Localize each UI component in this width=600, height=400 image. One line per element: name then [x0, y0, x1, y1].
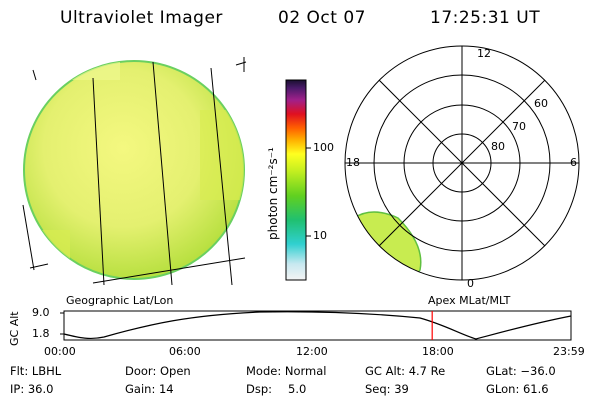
colorbar-tick-10: 10: [313, 229, 327, 242]
geographic-label: Geographic Lat/Lon: [66, 294, 174, 307]
x-tick-1200: 12:00: [296, 345, 328, 358]
lat-lon-grid: [22, 57, 247, 286]
x-tick-0000: 00:00: [44, 345, 76, 358]
apex-label: Apex MLat/MLT: [428, 294, 511, 307]
altitude-curve: [63, 311, 572, 340]
altitude-ylabel: GC Alt: [8, 311, 21, 346]
mlt-label-18: 18: [346, 156, 360, 169]
gain-info: Gain: 14: [125, 382, 174, 396]
colorbar: [285, 79, 311, 281]
colorbar-tick-100: 100: [313, 141, 334, 154]
instrument-title: Ultraviolet Imager: [60, 8, 223, 28]
mlt-label-6: 6: [570, 156, 577, 169]
polar-aurora-image: [353, 211, 422, 280]
altitude-ytick-9: 9.0: [32, 306, 50, 319]
mode-info: Mode: Normal: [246, 364, 327, 378]
glat-info: GLat: −36.0: [486, 364, 556, 378]
x-tick-2359: 23:59: [553, 345, 585, 358]
mlt-label-0: 0: [467, 277, 474, 290]
time-label: 17:25:31 UT: [430, 8, 541, 28]
glon-info: GLon: 61.6: [486, 382, 549, 396]
filter-info: Flt: LBHL: [10, 364, 62, 378]
seq-info: Seq: 39: [365, 382, 409, 396]
mlt-label-12: 12: [477, 47, 491, 60]
dsp-label: Dsp:: [246, 382, 273, 396]
x-tick-1800: 18:00: [422, 345, 454, 358]
colorbar-label: photon cm⁻²s⁻¹: [266, 147, 280, 240]
dsp-value: 5.0: [288, 382, 307, 396]
x-tick-0600: 06:00: [169, 345, 201, 358]
altitude-plot: [60, 310, 572, 341]
polar-plot: [344, 45, 580, 281]
lat-label-80: 80: [491, 140, 505, 153]
altitude-ytick-1-8: 1.8: [32, 327, 50, 340]
gc-alt-info: GC Alt: 4.7 Re: [365, 364, 446, 378]
lat-label-70: 70: [512, 120, 526, 133]
lat-label-60: 60: [534, 97, 548, 110]
geographic-image: [22, 57, 247, 286]
ip-info: IP: 36.0: [10, 382, 54, 396]
door-info: Door: Open: [125, 364, 191, 378]
date-label: 02 Oct 07: [278, 8, 366, 28]
